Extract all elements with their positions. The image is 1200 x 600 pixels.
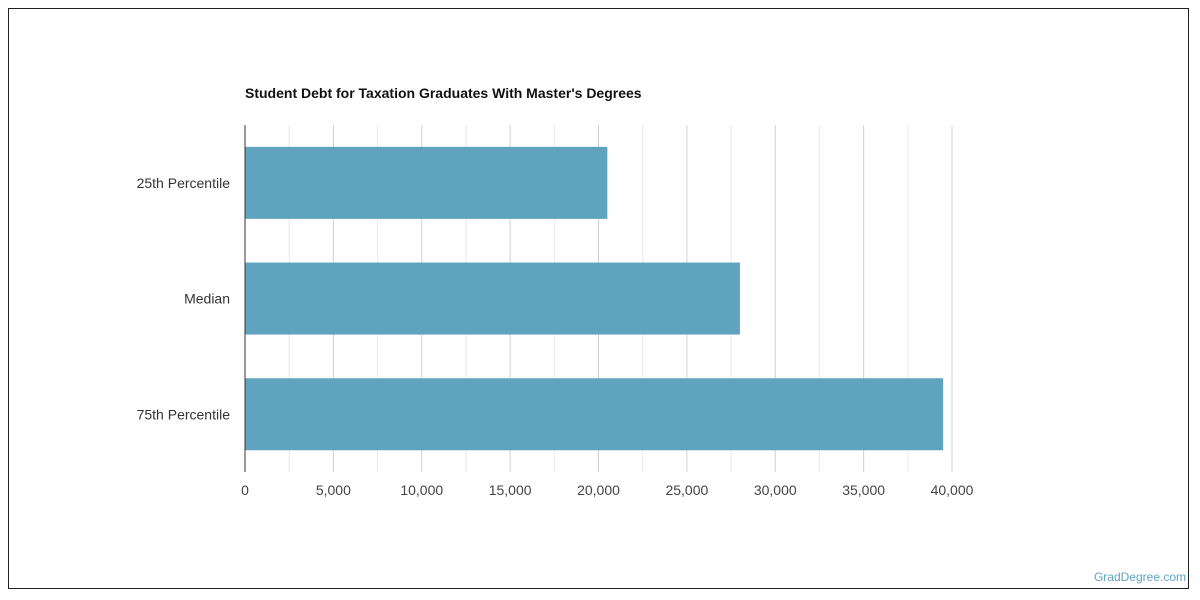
chart-title: Student Debt for Taxation Graduates With… [245,85,642,101]
category-label: Median [184,291,230,307]
bar-median [245,262,740,335]
bar-75th-percentile [245,378,944,451]
category-label: 75th Percentile [137,406,231,422]
bars [245,146,944,451]
x-tick-label: 10,000 [400,482,443,498]
x-tick-label: 25,000 [665,482,708,498]
bar-25th-percentile [245,146,608,219]
x-tick-label: 40,000 [931,482,974,498]
x-tick-label: 5,000 [316,482,351,498]
x-tick-label: 20,000 [577,482,620,498]
x-tick-label: 15,000 [489,482,532,498]
category-label: 25th Percentile [137,175,231,191]
watermark: GradDegree.com [1093,570,1186,584]
x-tick-label: 30,000 [754,482,797,498]
x-tick-label: 35,000 [842,482,885,498]
labels: 25th Percentile Median 75th Percentile 0 5,0… [137,175,974,498]
x-tick-label: 0 [241,482,249,498]
